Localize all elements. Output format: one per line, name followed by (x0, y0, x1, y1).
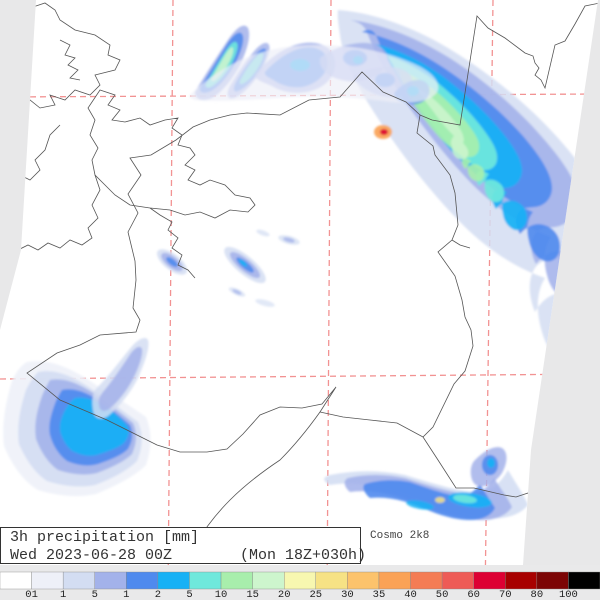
svg-text:5: 5 (186, 589, 192, 600)
svg-text:Wed 2023-06-28 00Z: Wed 2023-06-28 00Z (10, 547, 172, 564)
svg-text:(Mon 18Z+030h): (Mon 18Z+030h) (240, 547, 366, 564)
svg-text:1: 1 (60, 589, 66, 600)
svg-text:15: 15 (246, 589, 259, 600)
svg-text:10: 10 (215, 589, 228, 600)
svg-text:1: 1 (123, 589, 129, 600)
svg-text:2: 2 (155, 589, 161, 600)
svg-text:60: 60 (467, 589, 480, 600)
svg-text:3h precipitation [mm]: 3h precipitation [mm] (10, 529, 199, 546)
svg-text:01: 01 (25, 589, 38, 600)
svg-text:40: 40 (404, 589, 417, 600)
svg-text:20: 20 (278, 589, 291, 600)
svg-text:Cosmo 2k8: Cosmo 2k8 (370, 530, 429, 542)
svg-text:30: 30 (341, 589, 354, 600)
svg-text:100: 100 (559, 589, 578, 600)
svg-text:25: 25 (309, 589, 322, 600)
svg-text:80: 80 (531, 589, 544, 600)
svg-text:70: 70 (499, 589, 512, 600)
svg-text:5: 5 (92, 589, 98, 600)
svg-text:50: 50 (436, 589, 449, 600)
svg-text:35: 35 (373, 589, 386, 600)
